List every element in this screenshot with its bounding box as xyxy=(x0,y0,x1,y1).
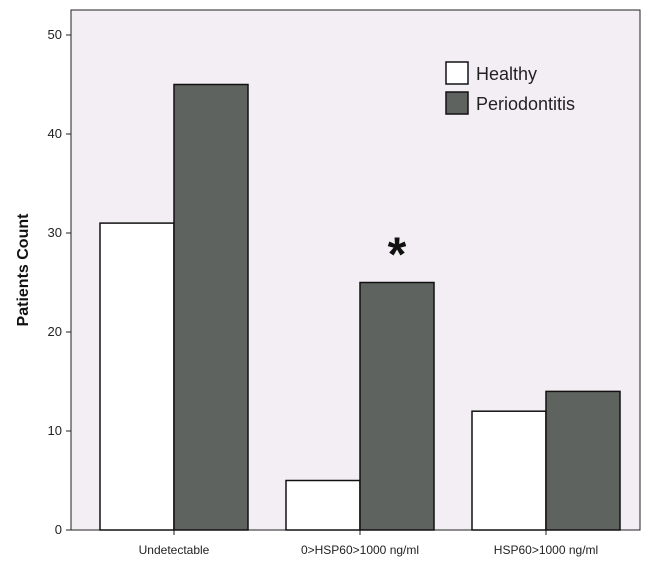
y-axis-label: Patients Count xyxy=(15,213,32,327)
bar-periodontitis xyxy=(545,390,621,531)
legend: Healthy Periodontitis xyxy=(445,61,575,115)
y-tick-label: 50 xyxy=(48,27,62,42)
x-tick-label: Undetectable xyxy=(139,543,210,557)
y-tick-label: 40 xyxy=(48,126,62,141)
y-tick-label: 10 xyxy=(48,423,62,438)
bar-healthy xyxy=(471,410,547,531)
y-tick-label: 0 xyxy=(55,522,62,537)
x-tick-label: 0>HSP60>1000 ng/ml xyxy=(301,543,419,557)
bar-healthy xyxy=(99,222,175,531)
bar-periodontitis xyxy=(359,281,435,531)
bar-periodontitis xyxy=(173,83,249,531)
x-tick-label: HSP60>1000 ng/ml xyxy=(494,543,598,557)
annotations-group: * xyxy=(388,229,407,282)
bar-healthy xyxy=(285,479,361,531)
x-axis: Undetectable 0>HSP60>1000 ng/ml HSP60>1000… xyxy=(139,530,598,557)
legend-label-healthy: Healthy xyxy=(476,64,537,84)
y-axis: 0 10 20 30 40 50 xyxy=(48,27,71,537)
bars-group xyxy=(99,83,621,531)
significance-asterisk: * xyxy=(388,229,407,282)
legend-swatch-healthy xyxy=(445,61,469,85)
legend-swatch-periodontitis xyxy=(445,91,469,115)
y-tick-label: 30 xyxy=(48,225,62,240)
y-tick-label: 20 xyxy=(48,324,62,339)
legend-label-periodontitis: Periodontitis xyxy=(476,94,575,114)
